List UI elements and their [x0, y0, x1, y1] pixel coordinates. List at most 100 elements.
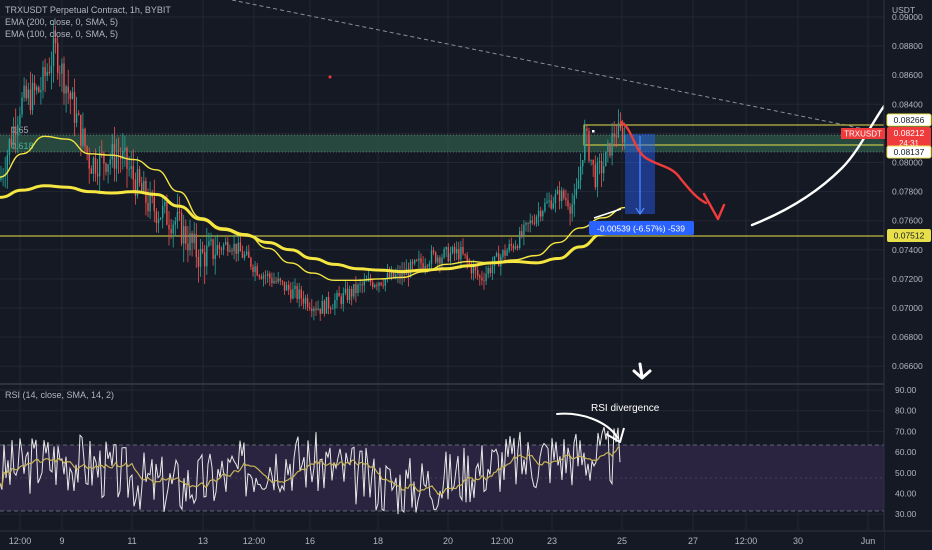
candle-body: [586, 128, 588, 131]
candle-body: [159, 217, 162, 220]
candle-body: [487, 267, 489, 274]
candle-body: [134, 179, 137, 196]
candle-body: [319, 308, 321, 314]
candle-body: [453, 247, 456, 254]
candle-body: [592, 159, 594, 165]
candle-body: [243, 254, 246, 258]
candle-body: [155, 211, 158, 224]
candle-body: [460, 247, 462, 260]
candle-body: [464, 253, 466, 256]
candle-body: [229, 250, 231, 252]
candle-body: [342, 293, 344, 305]
candle-body: [44, 67, 46, 77]
candle-body: [27, 89, 29, 99]
time-tick-label: 27: [688, 536, 698, 546]
candle-body: [75, 113, 78, 123]
candle-body: [191, 233, 193, 243]
candle-body: [617, 122, 620, 137]
candle-body: [472, 267, 475, 274]
candle-body: [23, 85, 25, 98]
candle-body: [193, 233, 195, 243]
time-tick-label: 12:00: [9, 536, 32, 546]
candle-body: [65, 86, 67, 94]
legend-ema100: EMA (100, close, 0, SMA, 5): [5, 29, 118, 39]
currency-label: USDT: [892, 5, 915, 15]
fib-zone: [0, 135, 884, 152]
time-tick-label: 20: [443, 536, 453, 546]
candle-body: [113, 144, 116, 169]
candle-body: [166, 201, 168, 225]
candle-body: [422, 263, 424, 268]
candle-body: [449, 252, 452, 262]
time-tick-label: Jun: [861, 536, 876, 546]
candle-body: [567, 200, 569, 207]
chart-title: TRXUSDT Perpetual Contract, 1h, BYBIT: [5, 5, 171, 15]
rsi-divergence-line: [556, 412, 619, 439]
time-ticks: 12:00 9 11 13 12:00 16 18 20 12:00 23 25 27 12:00 30 J…: [9, 536, 876, 546]
candle-body: [353, 284, 355, 297]
badge-symbol: [841, 128, 885, 139]
candle-body: [550, 200, 552, 209]
candle-body: [21, 97, 23, 115]
candle-body: [300, 289, 302, 299]
candle-body: [17, 124, 19, 135]
time-tick-label: 12:00: [735, 536, 758, 546]
candle-body: [573, 195, 575, 205]
measure-arrow-head: [635, 207, 645, 216]
candle-body: [315, 308, 317, 310]
candle-body: [321, 301, 323, 314]
time-axis[interactable]: 12:00 9 11 13 12:00 16 18 20 12:00 23 25 27 12:00 30 J…: [0, 530, 932, 550]
candle-body: [99, 152, 101, 177]
candle-body: [103, 152, 105, 164]
candle-body: [386, 272, 389, 279]
candle-body: [615, 136, 617, 138]
candle-body: [281, 280, 284, 282]
candle-body: [344, 288, 347, 294]
rsi-tick-label: 60.00: [895, 447, 917, 457]
candle-body: [302, 298, 305, 304]
candle-body: [36, 87, 38, 91]
candle-body: [204, 252, 206, 267]
candle-body: [510, 244, 512, 246]
candle-body: [544, 202, 546, 212]
candle-body: [384, 278, 386, 286]
candle-body: [124, 147, 126, 151]
candle-body: [399, 271, 401, 279]
candle-body: [57, 43, 59, 73]
candle-body: [174, 221, 176, 225]
badge-symbol-text: TRXUSDT: [844, 130, 882, 139]
candle-body: [67, 86, 69, 93]
candle-body: [317, 308, 319, 310]
candle-body: [267, 273, 269, 276]
candle-body: [71, 92, 74, 99]
candle-body: [0, 176, 2, 180]
candle-body: [590, 159, 592, 161]
candle-body: [273, 281, 275, 284]
candle-body: [468, 260, 470, 264]
candle-body: [577, 180, 580, 189]
candle-body: [61, 63, 63, 74]
candle-body: [552, 203, 554, 209]
candle-body: [180, 212, 183, 244]
candle-body: [260, 276, 263, 279]
time-tick-label: 30: [793, 536, 803, 546]
badge-last-text: 0.08212: [894, 128, 925, 138]
candle-body: [19, 114, 21, 125]
candle-body: [218, 245, 221, 249]
price-tick-label: 0.08600: [892, 70, 923, 80]
candle-body: [250, 257, 252, 267]
price-tick-label: 0.07800: [892, 187, 923, 197]
candle-body: [340, 296, 342, 305]
candle-body: [52, 38, 55, 67]
badge-low: [886, 145, 932, 159]
candle-body: [239, 242, 242, 252]
price-axis[interactable]: USDT 0.090000.088000.086000.084000.08200…: [883, 0, 932, 550]
candle-body: [523, 224, 525, 236]
candle-body: [584, 128, 586, 161]
candle-body: [521, 231, 523, 236]
candle-body: [325, 296, 328, 314]
candle-body: [222, 244, 225, 250]
candle-body: [477, 270, 479, 276]
price-tick-label: 0.08000: [892, 158, 923, 168]
